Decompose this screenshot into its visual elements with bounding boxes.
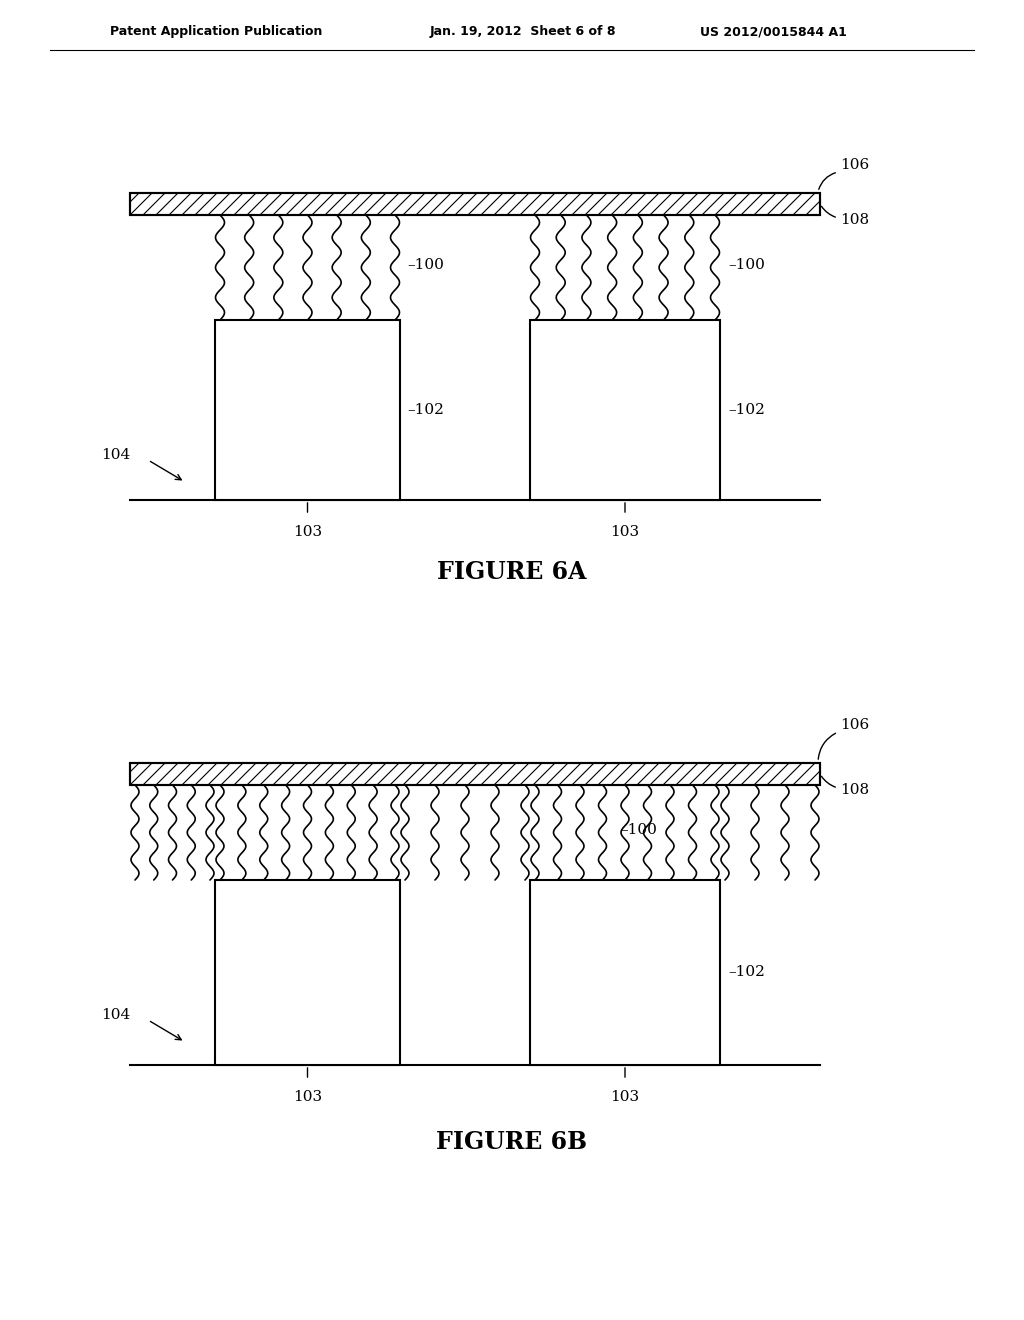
Text: FIGURE 6A: FIGURE 6A bbox=[437, 560, 587, 583]
Text: 103: 103 bbox=[610, 1090, 640, 1104]
Bar bbox=[530, 319, 720, 500]
Text: 103: 103 bbox=[610, 525, 640, 539]
Text: –100: –100 bbox=[728, 257, 765, 272]
Bar bbox=[130, 763, 820, 785]
Text: –102: –102 bbox=[728, 965, 765, 979]
Text: 104: 104 bbox=[100, 447, 130, 462]
Text: US 2012/0015844 A1: US 2012/0015844 A1 bbox=[700, 25, 847, 38]
Text: –102: –102 bbox=[407, 403, 443, 417]
Text: FIGURE 6B: FIGURE 6B bbox=[436, 1130, 588, 1154]
Text: –100: –100 bbox=[620, 822, 656, 837]
Text: 103: 103 bbox=[293, 525, 323, 539]
Bar bbox=[130, 193, 820, 215]
Text: Patent Application Publication: Patent Application Publication bbox=[110, 25, 323, 38]
Text: Jan. 19, 2012  Sheet 6 of 8: Jan. 19, 2012 Sheet 6 of 8 bbox=[430, 25, 616, 38]
Text: 106: 106 bbox=[840, 718, 869, 733]
Text: 103: 103 bbox=[293, 1090, 323, 1104]
Text: 108: 108 bbox=[840, 783, 869, 797]
Text: 108: 108 bbox=[840, 213, 869, 227]
Text: 104: 104 bbox=[100, 1008, 130, 1022]
Text: –102: –102 bbox=[728, 403, 765, 417]
Bar bbox=[530, 880, 720, 1065]
Bar bbox=[215, 880, 400, 1065]
Text: 106: 106 bbox=[840, 158, 869, 172]
Bar bbox=[215, 319, 400, 500]
Bar bbox=[130, 193, 820, 215]
Bar bbox=[130, 763, 820, 785]
Text: –100: –100 bbox=[407, 257, 443, 272]
